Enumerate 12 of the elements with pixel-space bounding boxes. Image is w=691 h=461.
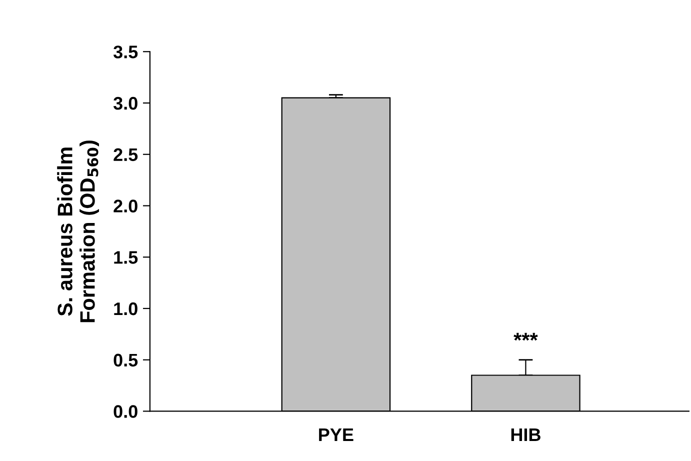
- y-tick-label: 2.0: [114, 200, 138, 212]
- y-tick-label: 1.5: [114, 251, 138, 264]
- y-tick-label: 3.5: [113, 46, 138, 58]
- y-tick-label: 0.5: [114, 354, 138, 367]
- x-tick-label: HIB: [511, 428, 540, 441]
- y-axis-title: S. aureus Biofilm Formation (OD$_{560}$): [57, 140, 99, 322]
- annotation: ***: [514, 332, 538, 341]
- y-tick-label: 3.0: [113, 96, 138, 110]
- y-tick-label: 2.5: [114, 148, 138, 162]
- y-tick-label: 0.0: [114, 405, 138, 418]
- x-tick-label: PYE: [319, 428, 354, 441]
- y-tick-label: 1.0: [114, 302, 138, 316]
